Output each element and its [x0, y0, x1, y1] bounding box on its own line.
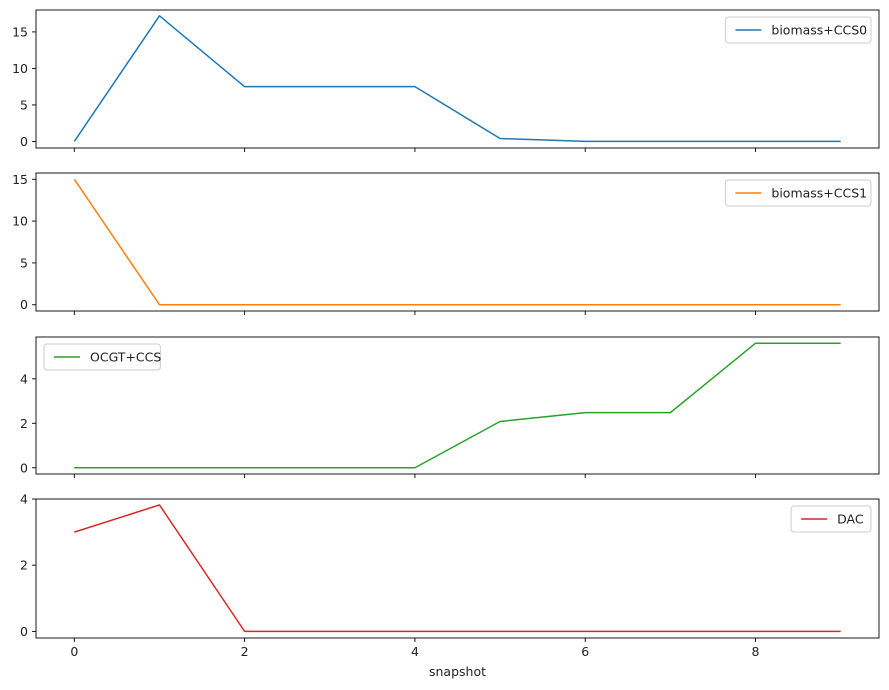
x-tick-label: 2 [241, 644, 249, 659]
y-tick-label: 5 [20, 97, 28, 112]
y-tick-label: 0 [20, 297, 28, 312]
y-tick-label: 4 [20, 492, 28, 507]
y-tick-label: 0 [20, 624, 28, 639]
y-tick-label: 4 [20, 371, 28, 386]
x-tick-label: 0 [70, 644, 78, 659]
y-tick-label: 10 [12, 61, 28, 76]
y-tick-label: 15 [12, 24, 28, 39]
axes-frame [35, 9, 880, 149]
axes-frame [35, 172, 880, 312]
series-line-biomass-ccs1 [73, 178, 841, 306]
axes-frame [35, 498, 880, 639]
x-tick-label: 6 [581, 644, 589, 659]
x-axis-label: snapshot [429, 664, 486, 679]
axes-frame [35, 336, 880, 475]
series-line-biomass-ccs0 [73, 15, 841, 143]
subplot-3: 0 2 4 OCGT+CCS [20, 336, 880, 478]
y-tick-label: 0 [20, 134, 28, 149]
x-tick-label: 4 [411, 644, 419, 659]
subplot-4: 0 2 4 0 2 4 6 8 DAC [20, 492, 880, 659]
subplot-1: 0 5 10 15 biomass+CCS0 [12, 9, 880, 152]
y-tick-label: 2 [20, 416, 28, 431]
y-tick-label: 5 [20, 255, 28, 270]
x-tick-label: 8 [752, 644, 760, 659]
legend-frame [724, 16, 872, 44]
series-line-dac [74, 504, 841, 633]
legend: DAC [790, 505, 872, 533]
legend-frame [724, 179, 872, 207]
legend-frame [43, 343, 161, 371]
subplots: 0 5 10 15 biomass+CCS0 0 5 10 15 biomass+CCS1 0 2 4 O… [12, 9, 880, 659]
y-tick-label: 15 [12, 172, 28, 187]
legend-frame [790, 505, 872, 533]
y-tick-label: 10 [12, 214, 28, 229]
subplot-2: 0 5 10 15 biomass+CCS1 [12, 172, 880, 315]
legend-label: OCGT+CCS [90, 350, 161, 365]
legend-label: biomass+CCS0 [771, 23, 867, 38]
legend-label: biomass+CCS1 [771, 186, 867, 201]
y-tick-label: 0 [20, 460, 28, 475]
legend: biomass+CCS0 [724, 16, 872, 44]
legend: biomass+CCS1 [724, 179, 872, 207]
legend-label: DAC [837, 512, 864, 527]
legend: OCGT+CCS [43, 343, 161, 371]
y-tick-label: 2 [20, 558, 28, 573]
series-line-ocgt-ccs [74, 342, 841, 469]
